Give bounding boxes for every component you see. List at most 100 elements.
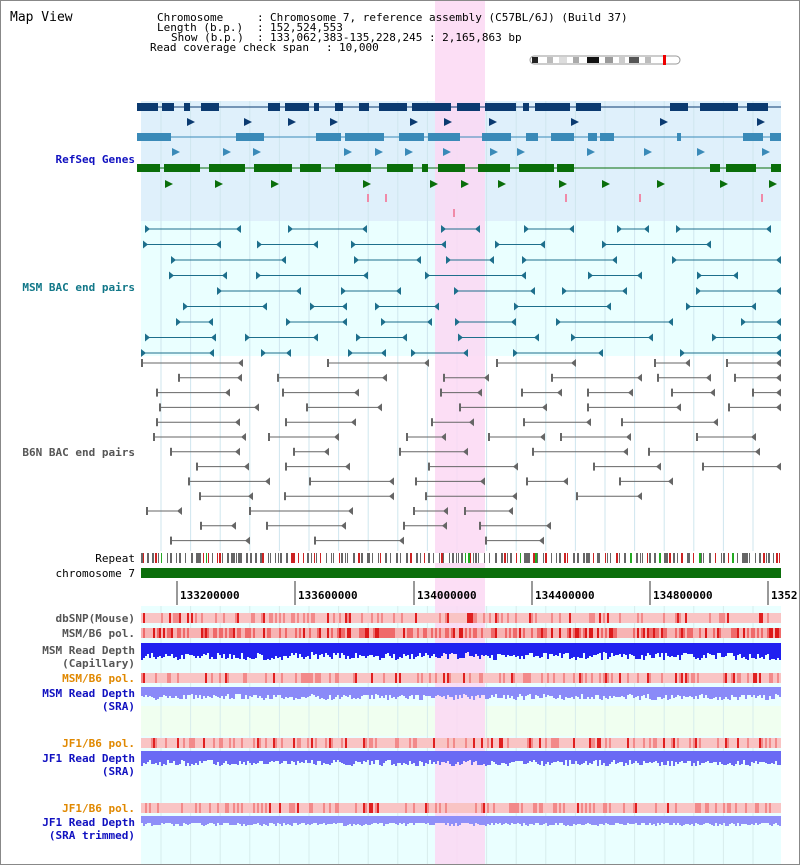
jf1-pol-cell — [199, 738, 201, 748]
repeat-mark — [703, 553, 704, 563]
msm-pol-cell — [705, 673, 707, 683]
jf1-depth-bar — [743, 751, 745, 760]
jf1-trim-depth-bar — [663, 816, 665, 824]
repeat-mark — [742, 553, 744, 563]
track-label-jf1-depth-trim-line1[interactable]: JF1 Read Depth — [42, 816, 135, 829]
repeat-mark — [449, 553, 450, 563]
track-label-msm-depth-sra-line2[interactable]: (SRA) — [101, 700, 135, 713]
repeat-mark — [749, 553, 750, 563]
msm-sra-depth-bar — [519, 687, 521, 694]
track-label-msm-bac[interactable]: MSM BAC end pairs — [22, 281, 135, 294]
jf1-depth-bar — [285, 751, 287, 761]
track-label-jf1-b6-pol-2[interactable]: JF1/B6 pol. — [62, 802, 135, 815]
jf1-depth-bar — [397, 751, 399, 763]
jf1-pol-cell — [411, 803, 413, 813]
track-label-msm-depth-cap-line2[interactable]: (Capillary) — [62, 657, 135, 670]
jf1-pol-cell — [281, 738, 283, 748]
bac-end-marker — [389, 492, 394, 501]
jf1-pol-cell — [677, 803, 679, 813]
jf1-trim-depth-bar — [209, 816, 211, 823]
dbsnp-cell — [433, 613, 435, 623]
dbsnp-cell — [227, 613, 229, 623]
track-label-msm-depth-sra-line1[interactable]: MSM Read Depth — [42, 687, 135, 700]
jf1-depth-bar — [189, 751, 191, 766]
gene-exon — [285, 103, 309, 111]
track-label-msm-b6-pol-1[interactable]: MSM/B6 pol. — [62, 627, 135, 640]
jf1-depth-bar — [681, 751, 683, 761]
jf1-pol-cell — [163, 738, 165, 748]
msm-sra-depth-bar — [309, 687, 311, 696]
msm-depth-bar — [693, 643, 695, 657]
jf1-trim-depth-bar — [721, 816, 723, 825]
bac-end-marker — [685, 359, 690, 367]
msm-pol-cell — [199, 673, 201, 683]
msm-pol-cell — [337, 673, 339, 683]
msm-depth-bar — [661, 643, 663, 653]
msm-sra-depth-bar — [447, 687, 449, 695]
jf1-pol-cell — [253, 738, 255, 748]
msm-pol-cell — [637, 628, 639, 638]
msm-depth-bar — [631, 643, 633, 655]
chromosome-ideogram[interactable] — [529, 54, 689, 68]
jf1-pol-cell — [409, 803, 411, 813]
track-label-msm-depth-cap-line1[interactable]: MSM Read Depth — [42, 644, 135, 657]
track-label-jf1-depth-sra-line2[interactable]: (SRA) — [101, 765, 135, 778]
repeat-mark — [219, 553, 221, 563]
msm-pol-cell — [401, 628, 403, 638]
bac-end-marker — [654, 359, 656, 367]
jf1-depth-bar — [705, 751, 707, 762]
bac-end-marker — [532, 447, 534, 456]
bac-end-marker — [606, 302, 611, 311]
jf1-depth-bar — [181, 751, 183, 760]
msm-sra-depth-bar — [465, 687, 467, 695]
jf1-depth-bar — [667, 751, 669, 761]
msm-sra-depth-bar — [657, 687, 659, 697]
jf1-depth-bar — [723, 751, 725, 765]
msm-pol-cell — [525, 673, 527, 683]
bac-end-marker — [286, 349, 291, 357]
jf1-pol-cell — [459, 803, 461, 813]
jf1-depth-bar — [205, 751, 207, 761]
track-label-repeat[interactable]: Repeat — [95, 552, 135, 565]
msm-pol-cell — [405, 628, 407, 638]
dbsnp-cell — [321, 613, 323, 623]
msm-pol-cell — [765, 628, 767, 638]
dbsnp-cell — [221, 613, 223, 623]
jf1-pol-cell — [545, 738, 547, 748]
repeat-mark — [275, 553, 276, 563]
msm-pol-cell — [627, 628, 629, 638]
track-label-jf1-b6-pol-1[interactable]: JF1/B6 pol. — [62, 737, 135, 750]
jf1-trim-depth-bar — [381, 816, 383, 823]
track-label-jf1-depth-trim-line2[interactable]: (SRA trimmed) — [48, 829, 135, 842]
jf1-depth-bar — [437, 751, 439, 761]
track-label-dbsnp[interactable]: dbSNP(Mouse) — [55, 612, 135, 625]
msm-pol-cell — [439, 628, 441, 638]
track-label-jf1-depth-sra-line1[interactable]: JF1 Read Depth — [42, 752, 135, 765]
jf1-trim-depth-bar — [489, 816, 491, 825]
jf1-pol-cell — [763, 738, 765, 748]
msm-depth-bar — [237, 643, 239, 658]
msm-pol-cell — [769, 628, 771, 638]
track-label-msm-b6-pol-2[interactable]: MSM/B6 pol. — [62, 672, 135, 685]
track-label-refseq[interactable]: RefSeq Genes — [55, 153, 135, 166]
msm-depth-bar — [523, 643, 525, 659]
msm-pol-cell — [473, 673, 475, 683]
jf1-pol-cell — [729, 738, 731, 748]
msm-depth-bar — [711, 643, 713, 655]
repeat-mark — [217, 553, 218, 563]
repeat-mark — [709, 553, 711, 563]
chromosome-bar — [141, 568, 781, 578]
jf1-pol-cell — [329, 738, 331, 748]
msm-pol-cell — [169, 628, 171, 638]
jf1-pol-cell — [189, 738, 191, 748]
msm-depth-bar — [151, 643, 153, 653]
msm-sra-depth-bar — [503, 687, 505, 695]
track-label-b6n-bac[interactable]: B6N BAC end pairs — [22, 446, 135, 459]
msm-pol-cell — [689, 673, 691, 683]
msm-sra-depth-bar — [227, 687, 229, 694]
msm-depth-bar — [373, 643, 375, 657]
msm-sra-depth-bar — [255, 687, 257, 695]
jf1-pol-cell — [363, 738, 365, 748]
msm-pol-cell — [411, 628, 413, 638]
